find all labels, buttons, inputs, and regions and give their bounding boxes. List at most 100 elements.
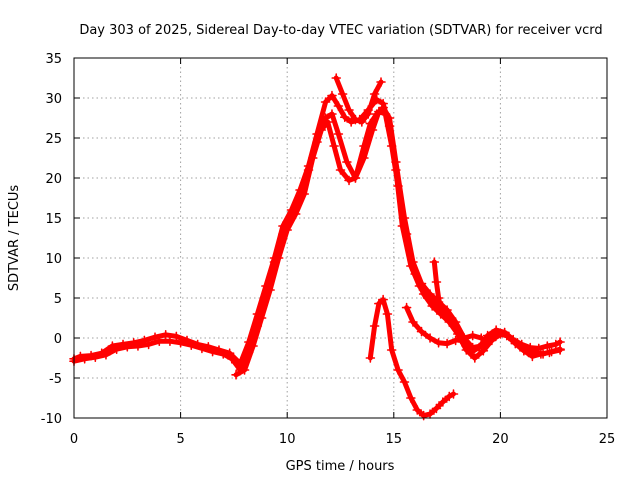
data-point bbox=[412, 405, 423, 415]
data-point bbox=[416, 326, 427, 337]
data-point bbox=[384, 113, 395, 123]
x-tick-label: 20 bbox=[492, 432, 509, 447]
series-7-markers bbox=[429, 257, 446, 313]
data-point bbox=[544, 347, 555, 358]
data-point bbox=[122, 342, 133, 352]
series-7-band bbox=[431, 259, 444, 311]
y-tick-label: 25 bbox=[45, 132, 62, 147]
data-point bbox=[425, 333, 435, 343]
data-point bbox=[133, 341, 143, 351]
data-point bbox=[101, 350, 111, 360]
data-point bbox=[256, 313, 267, 323]
y-tick-label: 15 bbox=[45, 212, 62, 227]
data-point bbox=[401, 302, 412, 313]
y-tick-label: 20 bbox=[45, 172, 62, 187]
data-point bbox=[363, 109, 374, 119]
y-tick-label: 30 bbox=[45, 92, 62, 107]
series-4-band bbox=[333, 75, 384, 125]
y-tick-label: -10 bbox=[41, 412, 62, 427]
data-point bbox=[425, 289, 435, 299]
data-point bbox=[165, 336, 175, 346]
data-point bbox=[429, 257, 440, 267]
y-tick-label: 35 bbox=[45, 52, 62, 67]
data-point bbox=[160, 330, 171, 340]
data-point bbox=[357, 117, 367, 127]
data-point bbox=[79, 354, 90, 364]
series-3-band bbox=[233, 105, 563, 378]
data-point bbox=[359, 141, 369, 151]
data-point bbox=[231, 370, 241, 380]
data-point bbox=[327, 109, 337, 119]
data-point bbox=[399, 213, 410, 223]
series-1-markers bbox=[69, 90, 565, 369]
data-point bbox=[527, 351, 538, 362]
data-point bbox=[365, 118, 376, 129]
data-point bbox=[171, 331, 182, 342]
data-point bbox=[450, 317, 461, 327]
data-point bbox=[448, 389, 459, 399]
data-point bbox=[207, 346, 218, 357]
data-point bbox=[433, 293, 444, 303]
axis-ticks: 0 5 10 15 20 25 -10 -5 0 5 10 15 20 25 30 35 bbox=[41, 52, 616, 447]
data-point bbox=[282, 225, 292, 235]
data-point bbox=[478, 346, 489, 356]
y-tick-label: 0 bbox=[54, 332, 62, 347]
data-point bbox=[344, 175, 354, 186]
data-point bbox=[376, 77, 386, 87]
data-point bbox=[378, 102, 388, 113]
chart-title: Day 303 of 2025, Sidereal Day-to-day VTE… bbox=[79, 23, 602, 38]
y-tick-label: -5 bbox=[49, 372, 62, 387]
plot-frame bbox=[73, 57, 608, 419]
data-point bbox=[331, 73, 342, 83]
data-point bbox=[333, 129, 344, 139]
data-point bbox=[90, 352, 101, 362]
y-tick-label: 5 bbox=[54, 292, 62, 307]
series-5-band bbox=[367, 297, 456, 419]
series-4-markers bbox=[331, 73, 386, 127]
data-point bbox=[290, 209, 301, 219]
data-point bbox=[329, 141, 339, 151]
data-point bbox=[239, 365, 250, 375]
data-point bbox=[339, 112, 350, 122]
data-point bbox=[369, 321, 380, 331]
data-point bbox=[335, 165, 346, 175]
y-tick-label: 10 bbox=[45, 252, 62, 267]
data-point bbox=[435, 302, 446, 313]
data-point bbox=[484, 333, 495, 343]
data-point bbox=[476, 333, 487, 343]
data-point bbox=[316, 125, 327, 135]
data-point bbox=[265, 285, 275, 295]
data-point bbox=[467, 342, 478, 353]
x-tick-label: 15 bbox=[386, 432, 403, 447]
data-point bbox=[226, 354, 237, 364]
data-point bbox=[467, 330, 478, 341]
data-point bbox=[378, 294, 388, 305]
data-point bbox=[350, 114, 361, 125]
data-point bbox=[555, 345, 565, 355]
data-point bbox=[470, 353, 480, 363]
data-point bbox=[186, 340, 197, 350]
data-point bbox=[536, 349, 546, 359]
data-point bbox=[442, 338, 452, 349]
data-point bbox=[327, 90, 337, 101]
data-point bbox=[299, 189, 310, 199]
data-point bbox=[399, 377, 410, 387]
data-point bbox=[273, 253, 284, 263]
data-point bbox=[476, 341, 487, 351]
data-point bbox=[344, 105, 354, 115]
data-point bbox=[427, 301, 437, 311]
data-point bbox=[154, 336, 165, 346]
data-point bbox=[197, 343, 207, 354]
data-point bbox=[393, 365, 403, 375]
x-tick-label: 0 bbox=[70, 432, 78, 447]
data-point bbox=[111, 344, 122, 354]
data-point bbox=[218, 349, 229, 359]
data-point bbox=[307, 153, 318, 163]
data-point bbox=[510, 338, 521, 349]
series-group bbox=[69, 73, 565, 421]
data-point bbox=[382, 309, 393, 319]
data-point bbox=[365, 353, 376, 363]
data-point bbox=[322, 117, 333, 127]
x-tick-label: 5 bbox=[176, 432, 184, 447]
